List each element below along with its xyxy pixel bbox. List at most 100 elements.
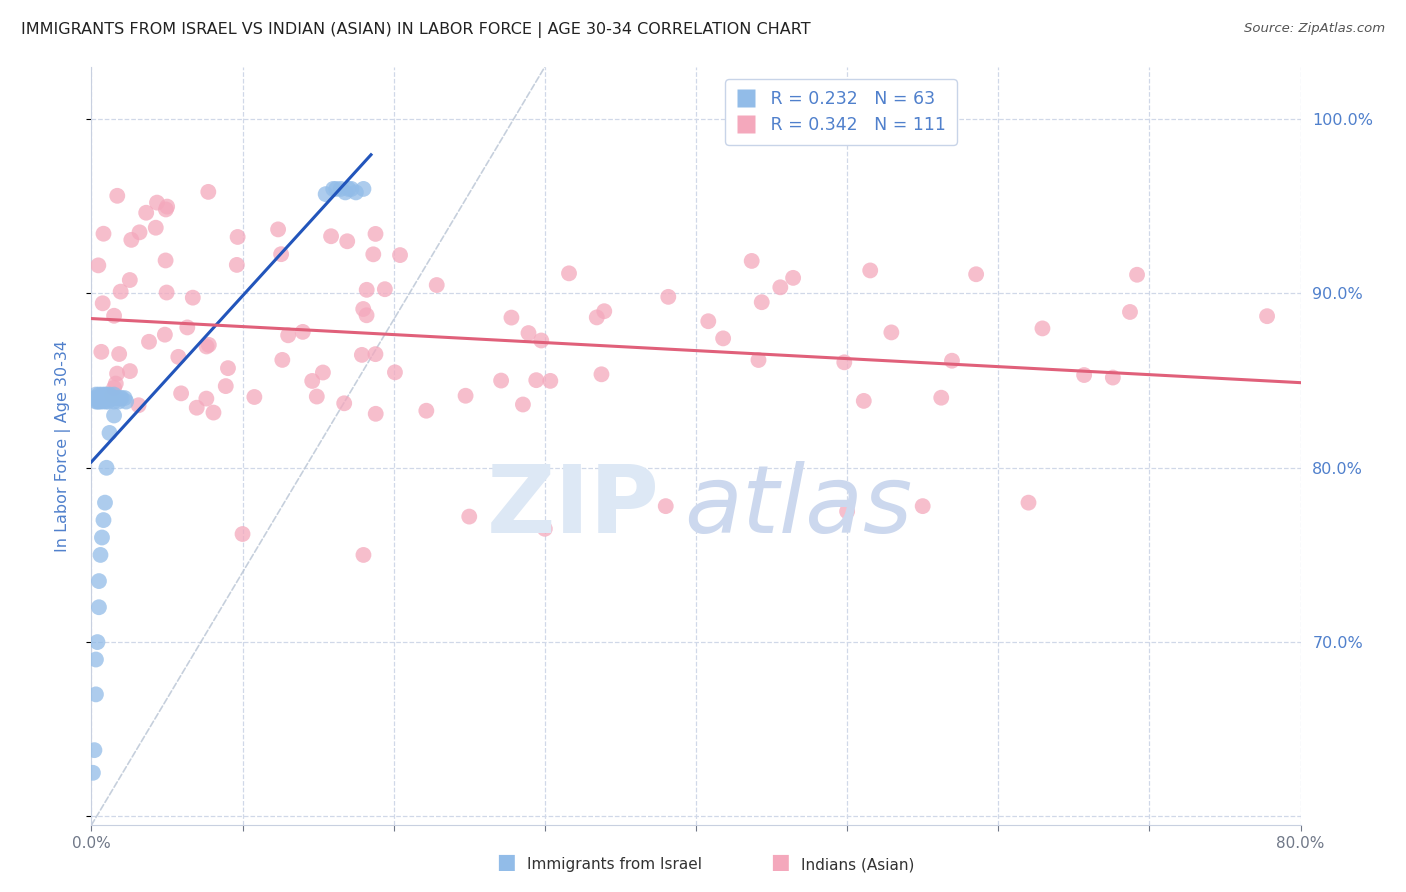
Point	[350, 348, 373, 362]
Point	[98, 425, 121, 440]
Point	[312, 366, 335, 380]
Point	[93, 394, 115, 409]
Point	[965, 267, 987, 281]
Point	[156, 285, 179, 300]
Point	[96, 387, 118, 401]
Point	[336, 234, 359, 248]
Point	[91, 296, 114, 310]
Point	[741, 254, 763, 268]
Point	[305, 390, 328, 404]
Point	[657, 290, 679, 304]
Point	[128, 398, 150, 412]
Text: Source: ZipAtlas.com: Source: ZipAtlas.com	[1244, 22, 1385, 36]
Point	[87, 391, 110, 405]
Point	[96, 394, 118, 409]
Point	[1256, 309, 1278, 323]
Point	[1126, 268, 1149, 282]
Point	[87, 394, 110, 409]
Point	[198, 338, 221, 352]
Point	[115, 394, 138, 409]
Point	[747, 353, 769, 368]
Point	[84, 687, 107, 701]
Point	[93, 391, 115, 405]
Point	[426, 278, 449, 293]
Point	[751, 295, 773, 310]
Point	[93, 513, 115, 527]
Point	[215, 379, 238, 393]
Point	[243, 390, 266, 404]
Point	[585, 310, 607, 325]
Point	[364, 227, 387, 241]
Point	[181, 291, 204, 305]
Point	[89, 391, 111, 405]
Point	[591, 368, 613, 382]
Point	[97, 394, 120, 409]
Point	[538, 374, 561, 388]
Point	[84, 652, 107, 666]
Point	[96, 460, 118, 475]
Point	[195, 392, 218, 406]
Point	[769, 280, 792, 294]
Point	[271, 352, 294, 367]
Point	[270, 247, 292, 261]
Point	[86, 391, 108, 405]
Point	[103, 409, 125, 423]
Point	[98, 387, 121, 401]
Text: IMMIGRANTS FROM ISRAEL VS INDIAN (ASIAN) IN LABOR FORCE | AGE 30-34 CORRELATION : IMMIGRANTS FROM ISRAEL VS INDIAN (ASIAN)…	[21, 22, 811, 38]
Point	[517, 326, 540, 340]
Point	[711, 331, 734, 345]
Text: atlas: atlas	[683, 461, 912, 552]
Point	[315, 187, 337, 202]
Point	[593, 304, 616, 318]
Point	[89, 548, 111, 562]
Text: Immigrants from Israel: Immigrants from Israel	[527, 857, 702, 872]
Point	[524, 373, 547, 387]
Point	[110, 285, 132, 299]
Point	[94, 387, 117, 401]
Point	[86, 635, 108, 649]
Point	[93, 391, 115, 405]
Point	[103, 387, 125, 401]
Point	[118, 273, 141, 287]
Point	[107, 394, 129, 409]
Point	[231, 527, 253, 541]
Point	[118, 364, 141, 378]
Point	[91, 387, 114, 401]
Point	[384, 365, 406, 379]
Text: ■: ■	[770, 853, 790, 872]
Point	[512, 397, 534, 411]
Point	[103, 309, 125, 323]
Point	[225, 258, 247, 272]
Point	[1031, 321, 1053, 335]
Point	[83, 743, 105, 757]
Point	[114, 391, 136, 405]
Point	[929, 391, 952, 405]
Point	[82, 765, 104, 780]
Point	[501, 310, 523, 325]
Point	[1119, 305, 1142, 319]
Point	[333, 396, 356, 410]
Point	[90, 344, 112, 359]
Point	[364, 347, 387, 361]
Text: Indians (Asian): Indians (Asian)	[801, 857, 915, 872]
Point	[880, 326, 903, 340]
Point	[84, 387, 107, 401]
Point	[91, 391, 114, 405]
Point	[87, 391, 110, 405]
Point	[96, 391, 118, 405]
Point	[344, 186, 367, 200]
Point	[325, 182, 347, 196]
Point	[87, 574, 110, 588]
Point	[146, 195, 169, 210]
Point	[911, 499, 934, 513]
Point	[832, 355, 855, 369]
Point	[301, 374, 323, 388]
Point	[202, 406, 225, 420]
Point	[454, 389, 477, 403]
Point	[374, 282, 396, 296]
Point	[335, 186, 357, 200]
Point	[87, 600, 110, 615]
Point	[195, 339, 218, 353]
Point	[103, 394, 125, 409]
Point	[322, 182, 344, 196]
